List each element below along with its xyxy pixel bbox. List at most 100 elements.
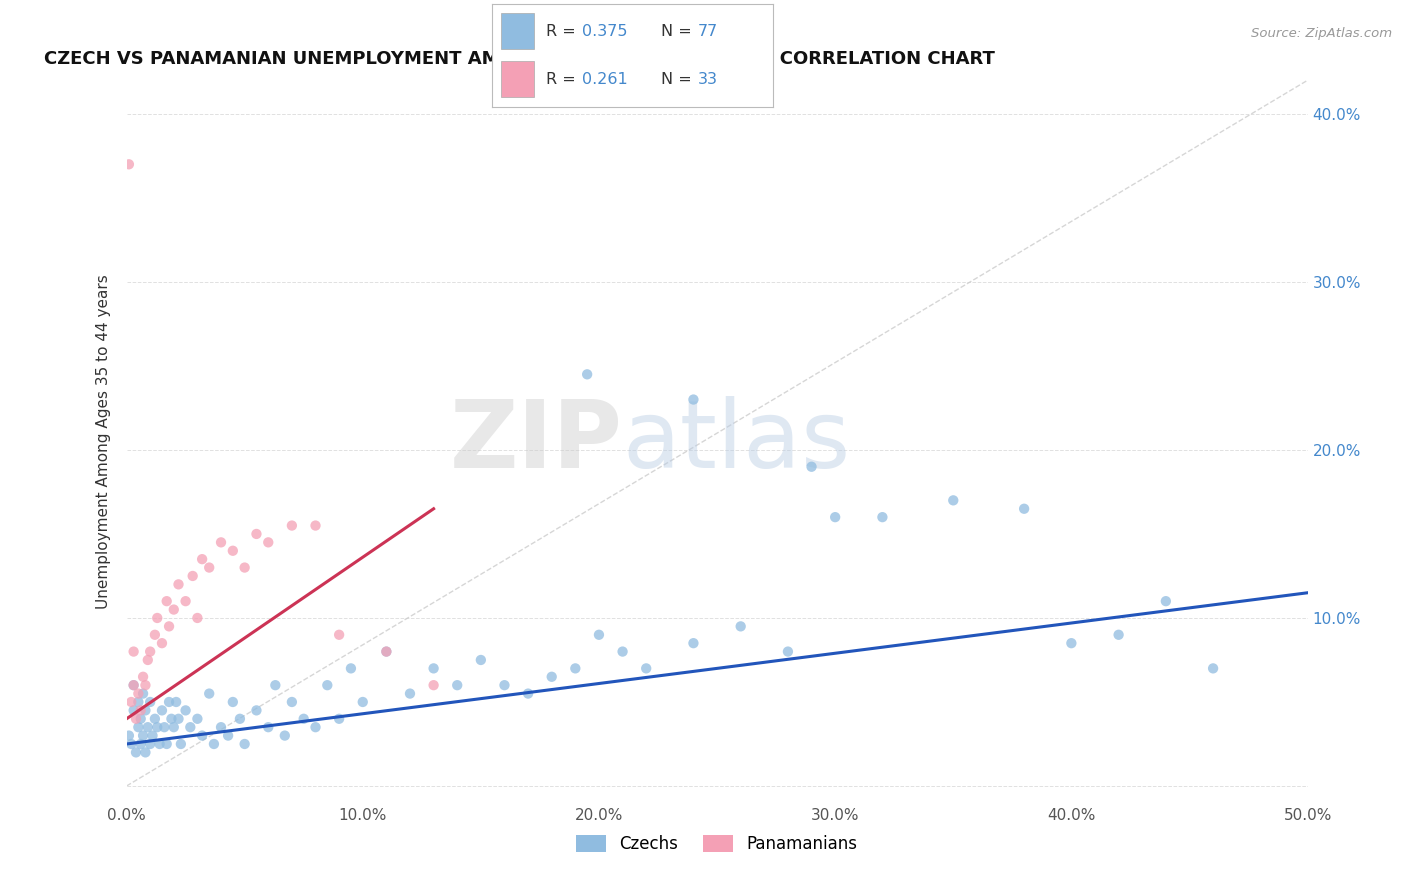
Text: atlas: atlas (623, 395, 851, 488)
Text: 0.375: 0.375 (582, 23, 627, 38)
Point (217, 729, 239, 743)
Point (139, 644, 162, 658)
Point (245, 527, 267, 541)
Point (122, 678, 145, 692)
Point (588, 628, 610, 642)
Point (209, 535, 232, 549)
Point (202, 737, 225, 751)
Point (1012, 501, 1035, 516)
Point (132, 729, 155, 743)
Point (222, 695, 245, 709)
Point (150, 636, 173, 650)
Point (352, 695, 374, 709)
Point (134, 745, 156, 759)
Point (150, 703, 173, 717)
Point (540, 670, 562, 684)
Text: N =: N = (661, 23, 697, 38)
Point (1108, 628, 1130, 642)
Text: R =: R = (546, 23, 581, 38)
Point (292, 712, 315, 726)
Point (186, 712, 208, 726)
Point (160, 712, 183, 726)
Point (157, 695, 180, 709)
Point (179, 720, 201, 734)
Point (191, 729, 214, 743)
Point (274, 729, 297, 743)
Point (132, 687, 155, 701)
Point (257, 720, 280, 734)
Point (198, 560, 221, 574)
Point (229, 712, 252, 726)
Point (170, 737, 193, 751)
Point (222, 543, 245, 558)
Point (328, 628, 350, 642)
Point (470, 653, 492, 667)
Point (163, 720, 186, 734)
Point (257, 535, 280, 549)
Point (134, 703, 156, 717)
Text: 33: 33 (697, 72, 717, 87)
Point (191, 552, 214, 566)
Point (118, 729, 141, 743)
Point (375, 644, 398, 658)
Point (146, 611, 169, 625)
Point (156, 737, 179, 751)
Point (1060, 636, 1083, 650)
Point (141, 729, 163, 743)
Point (118, 157, 141, 171)
Point (281, 518, 304, 533)
Point (281, 695, 304, 709)
FancyBboxPatch shape (501, 12, 534, 48)
Point (612, 644, 634, 658)
Point (245, 703, 267, 717)
Point (157, 619, 180, 633)
FancyBboxPatch shape (501, 61, 534, 96)
Point (167, 577, 190, 591)
Text: Source: ZipAtlas.com: Source: ZipAtlas.com (1251, 27, 1392, 40)
Text: R =: R = (546, 72, 581, 87)
Point (776, 644, 799, 658)
Point (174, 703, 197, 717)
Point (682, 392, 704, 407)
Point (872, 510, 894, 524)
Point (136, 720, 159, 734)
Point (143, 712, 166, 726)
Point (422, 678, 444, 692)
Point (340, 661, 363, 675)
Point (446, 678, 468, 692)
Point (682, 636, 704, 650)
Point (1202, 661, 1225, 675)
Point (517, 687, 540, 701)
Point (304, 720, 326, 734)
Point (422, 661, 444, 675)
Point (942, 493, 965, 508)
Point (127, 695, 149, 709)
Point (233, 560, 256, 574)
Point (149, 737, 172, 751)
Point (233, 737, 256, 751)
Point (136, 653, 159, 667)
Point (122, 703, 145, 717)
Point (494, 678, 516, 692)
Text: CZECH VS PANAMANIAN UNEMPLOYMENT AMONG AGES 35 TO 44 YEARS CORRELATION CHART: CZECH VS PANAMANIAN UNEMPLOYMENT AMONG A… (44, 50, 994, 68)
Point (198, 687, 221, 701)
Point (167, 712, 190, 726)
Point (174, 594, 197, 608)
Point (125, 745, 148, 759)
Point (564, 661, 586, 675)
Point (139, 695, 162, 709)
Y-axis label: Unemployment Among Ages 35 to 44 years: Unemployment Among Ages 35 to 44 years (96, 274, 111, 609)
Point (375, 644, 398, 658)
Point (209, 720, 232, 734)
Point (120, 737, 142, 751)
Point (153, 720, 176, 734)
Point (163, 602, 186, 616)
Point (181, 569, 204, 583)
Point (122, 644, 145, 658)
Point (165, 695, 187, 709)
Point (316, 678, 339, 692)
Point (824, 510, 846, 524)
Point (636, 661, 658, 675)
Point (122, 678, 145, 692)
Legend: Czechs, Panamanians: Czechs, Panamanians (569, 828, 865, 860)
